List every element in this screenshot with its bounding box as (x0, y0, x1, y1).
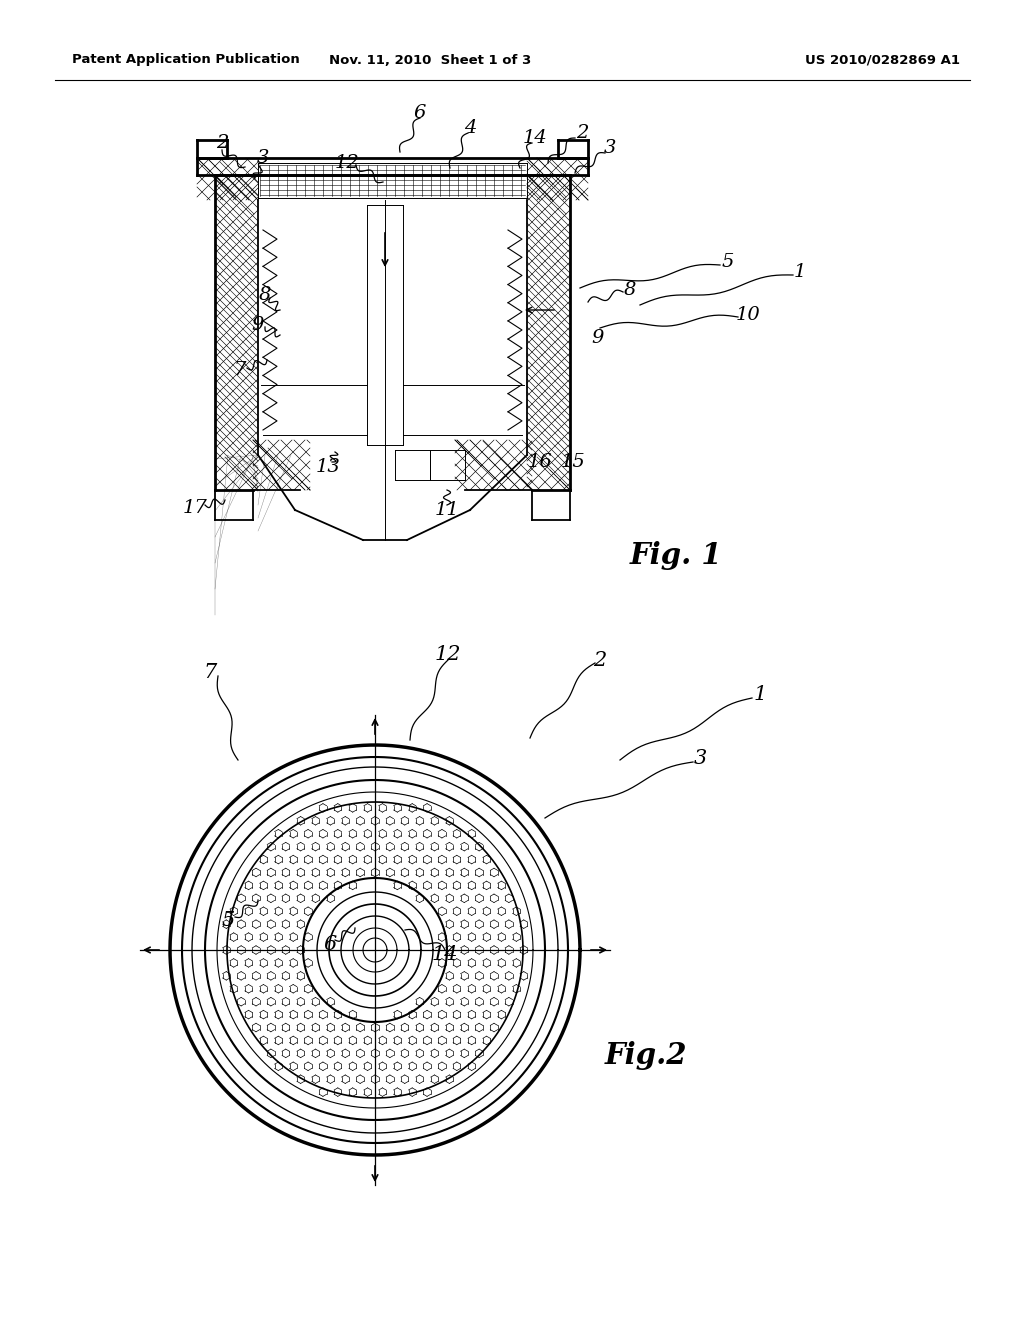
Text: 17: 17 (182, 499, 208, 517)
Text: 7: 7 (204, 664, 217, 682)
Text: 2: 2 (216, 135, 228, 152)
Text: 4: 4 (464, 119, 476, 137)
Text: Patent Application Publication: Patent Application Publication (72, 54, 300, 66)
Text: Fig.2: Fig.2 (605, 1040, 687, 1069)
Text: 6: 6 (414, 104, 426, 121)
Text: 16: 16 (527, 453, 552, 471)
Text: 1: 1 (794, 263, 806, 281)
Text: 5: 5 (722, 253, 734, 271)
Text: Nov. 11, 2010  Sheet 1 of 3: Nov. 11, 2010 Sheet 1 of 3 (329, 54, 531, 66)
Text: 2: 2 (575, 124, 588, 143)
Text: 8: 8 (624, 281, 636, 300)
Text: 14: 14 (522, 129, 548, 147)
Text: 12: 12 (435, 645, 461, 664)
Text: 12: 12 (335, 154, 359, 172)
Text: 3: 3 (257, 149, 269, 168)
Text: 5: 5 (221, 911, 234, 929)
Text: 8: 8 (259, 286, 271, 304)
Text: 9: 9 (252, 315, 264, 334)
Text: 14: 14 (432, 945, 459, 965)
Text: 3: 3 (604, 139, 616, 157)
Text: 13: 13 (315, 458, 340, 477)
Text: 6: 6 (324, 936, 337, 954)
Text: US 2010/0282869 A1: US 2010/0282869 A1 (805, 54, 961, 66)
Text: 10: 10 (735, 306, 761, 323)
Text: 7: 7 (233, 360, 246, 379)
Text: Fig. 1: Fig. 1 (630, 540, 723, 569)
Text: 15: 15 (560, 453, 586, 471)
Text: 11: 11 (434, 502, 460, 519)
Text: 9: 9 (592, 329, 604, 347)
Text: 3: 3 (693, 748, 707, 767)
Text: 2: 2 (593, 651, 606, 669)
Text: 1: 1 (754, 685, 767, 705)
